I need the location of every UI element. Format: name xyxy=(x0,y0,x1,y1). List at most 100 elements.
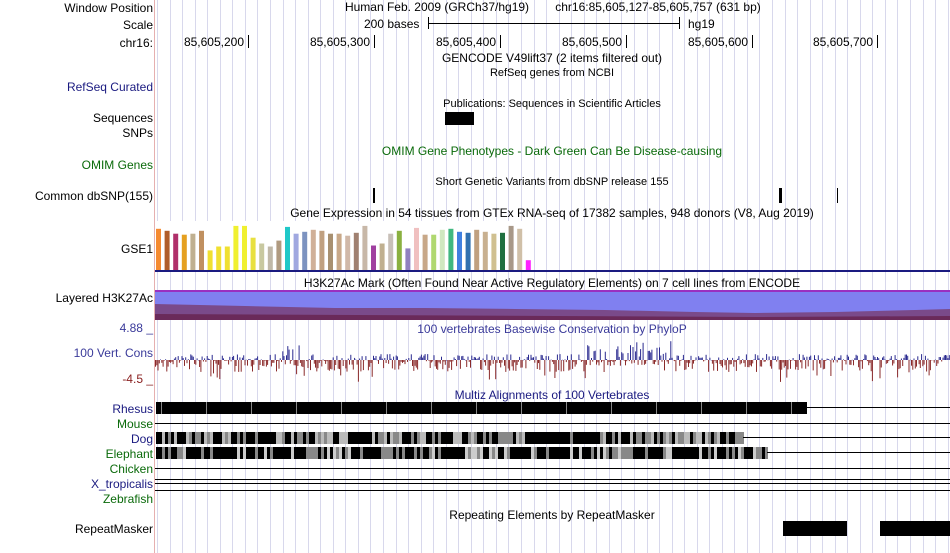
species-label-rhesus[interactable]: Rhesus xyxy=(112,402,153,416)
gtex-tissue-bar[interactable] xyxy=(517,228,523,270)
gtex-tissue-bar[interactable] xyxy=(474,229,480,270)
gtex-tissue-bar[interactable] xyxy=(336,233,342,270)
dbsnp-track-label[interactable]: Common dbSNP(155) xyxy=(34,189,153,203)
gtex-tissue-bar[interactable] xyxy=(302,231,308,270)
gtex-track-title[interactable]: Gene Expression in 54 tissues from GTEx … xyxy=(290,206,814,220)
gtex-gene-label[interactable]: GSE1 xyxy=(120,242,153,256)
gtex-tissue-bar[interactable] xyxy=(482,231,488,270)
gtex-bar-chart[interactable] xyxy=(155,221,535,271)
phylop-bar xyxy=(155,360,156,367)
gencode-track-title[interactable]: GENCODE V49lift37 (2 items filtered out) xyxy=(441,51,663,65)
gtex-tissue-bar[interactable] xyxy=(242,225,247,270)
snp-feature[interactable] xyxy=(779,188,782,203)
gtex-tissue-bar[interactable] xyxy=(371,245,376,271)
alignment-block-dog xyxy=(429,432,432,444)
gtex-tissue-bar[interactable] xyxy=(328,233,333,270)
refseq-track-label[interactable]: RefSeq Curated xyxy=(66,80,153,94)
gtex-tissue-bar[interactable] xyxy=(388,233,394,270)
gtex-tissue-bar[interactable] xyxy=(319,230,325,270)
gtex-tissue-bar[interactable] xyxy=(276,240,282,270)
h3k27ac-signal[interactable] xyxy=(155,290,950,320)
gtex-tissue-bar[interactable] xyxy=(414,227,419,270)
phylop-signal[interactable] xyxy=(155,336,950,386)
alignment-block-elephant xyxy=(615,447,618,459)
repeat-element[interactable] xyxy=(880,521,950,536)
phylop-bar xyxy=(468,360,470,362)
gtex-tissue-bar[interactable] xyxy=(207,250,213,270)
gtex-tissue-bar[interactable] xyxy=(190,233,196,270)
gtex-tissue-bar[interactable] xyxy=(439,229,445,270)
species-label-zebrafish[interactable]: Zebrafish xyxy=(102,492,153,506)
species-label-chicken[interactable]: Chicken xyxy=(109,462,153,476)
gtex-tissue-bar[interactable] xyxy=(285,226,290,270)
alignment-block-rhesus xyxy=(156,402,807,414)
gtex-tissue-bar[interactable] xyxy=(431,234,437,270)
gtex-tissue-bar[interactable] xyxy=(362,225,368,270)
gtex-tissue-bar[interactable] xyxy=(457,231,462,270)
gtex-tissue-bar[interactable] xyxy=(199,230,204,270)
gtex-tissue-bar[interactable] xyxy=(396,230,402,270)
species-label-mouse[interactable]: Mouse xyxy=(116,417,153,431)
phylop-bar xyxy=(252,360,253,372)
snp-feature[interactable] xyxy=(837,188,838,203)
omim-track-title[interactable]: OMIM Gene Phenotypes - Dark Green Can Be… xyxy=(381,144,723,158)
gtex-tissue-bar[interactable] xyxy=(353,232,359,270)
gtex-tissue-bar[interactable] xyxy=(310,229,316,270)
alignment-block-elephant xyxy=(576,447,579,459)
species-label-elephant[interactable]: Elephant xyxy=(105,447,153,461)
publication-sequence-feature[interactable] xyxy=(445,112,474,125)
repeatmasker-track-label[interactable]: RepeatMasker xyxy=(74,522,153,536)
alignment-block-elephant xyxy=(654,447,657,459)
phylop-bar xyxy=(559,354,561,360)
scale-label: Scale xyxy=(122,18,153,32)
gtex-tissue-bar[interactable] xyxy=(508,225,514,270)
gtex-tissue-bar[interactable] xyxy=(448,228,454,270)
gtex-tissue-bar[interactable] xyxy=(405,248,411,270)
species-label-x-tropicalis[interactable]: X_tropicalis xyxy=(90,477,153,491)
gtex-tissue-bar[interactable] xyxy=(379,243,385,271)
alignment-block-elephant xyxy=(729,447,732,459)
gtex-tissue-bar[interactable] xyxy=(259,243,265,271)
phylop-bar xyxy=(502,357,504,360)
phylop-track-label[interactable]: 100 Vert. Cons xyxy=(73,346,153,360)
gtex-tissue-bar[interactable] xyxy=(233,225,239,270)
phylop-bar xyxy=(162,360,164,367)
snp-feature[interactable] xyxy=(373,188,375,203)
gtex-tissue-bar[interactable] xyxy=(500,232,505,270)
gtex-tissue-bar[interactable] xyxy=(181,234,187,270)
phylop-bar xyxy=(245,359,247,361)
gtex-tissue-bar[interactable] xyxy=(156,228,161,270)
alignment-block-dog xyxy=(342,432,345,444)
gtex-tissue-bar[interactable] xyxy=(465,232,471,270)
gtex-tissue-bar[interactable] xyxy=(250,237,256,270)
dbsnp-track-title[interactable]: Short Genetic Variants from dbSNP releas… xyxy=(435,176,669,188)
gtex-tissue-bar[interactable] xyxy=(216,246,222,271)
gtex-tissue-bar[interactable] xyxy=(345,235,351,270)
refseq-track-title[interactable]: RefSeq genes from NCBI xyxy=(489,67,615,79)
gtex-tissue-bar[interactable] xyxy=(224,246,230,271)
phylop-bar xyxy=(277,360,279,361)
gtex-tissue-bar[interactable] xyxy=(267,246,273,271)
phylop-bar xyxy=(545,356,547,360)
species-label-dog[interactable]: Dog xyxy=(130,432,153,446)
omim-track-label[interactable]: OMIM Genes xyxy=(81,158,153,172)
phylop-bar xyxy=(597,360,599,363)
h3k27ac-track-title[interactable]: H3K27Ac Mark (Often Found Near Active Re… xyxy=(303,276,801,290)
repeat-element[interactable] xyxy=(783,521,847,536)
phylop-track-title[interactable]: 100 vertebrates Basewise Conservation by… xyxy=(417,322,687,336)
multiz-alignment[interactable] xyxy=(155,400,950,510)
gtex-tissue-bar[interactable] xyxy=(491,233,497,270)
gtex-tissue-bar[interactable] xyxy=(164,230,170,270)
h3k27ac-track-label[interactable]: Layered H3K27Ac xyxy=(55,291,153,305)
gtex-tissue-bar[interactable] xyxy=(525,260,531,270)
publications-sequences-label[interactable]: Sequences xyxy=(92,111,153,125)
publications-track-title[interactable]: Publications: Sequences in Scientific Ar… xyxy=(443,98,661,110)
phylop-bar xyxy=(839,357,841,360)
gtex-tissue-bar[interactable] xyxy=(293,233,299,270)
gtex-tissue-bar[interactable] xyxy=(422,234,428,270)
repeatmasker-track-title[interactable]: Repeating Elements by RepeatMasker xyxy=(449,508,655,522)
gtex-tissue-bar[interactable] xyxy=(173,233,179,270)
multiz-track-title[interactable]: Multiz Alignments of 100 Vertebrates xyxy=(454,388,650,402)
publications-snps-label[interactable]: SNPs xyxy=(122,126,153,140)
